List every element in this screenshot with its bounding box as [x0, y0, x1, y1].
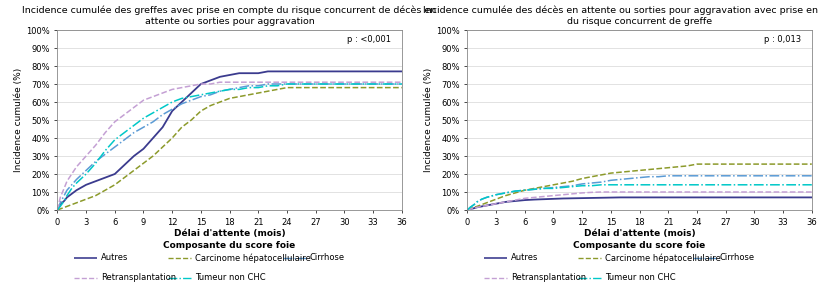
X-axis label: Délai d'attente (mois): Délai d'attente (mois) — [583, 230, 695, 238]
Text: p : <0,001: p : <0,001 — [347, 35, 391, 44]
X-axis label: Délai d'attente (mois): Délai d'attente (mois) — [174, 230, 285, 238]
Text: Carcinome hépatocellulaire: Carcinome hépatocellulaire — [604, 253, 720, 263]
Title: Incidence cumulée des greffes avec prise en compte du risque concurrent de décès: Incidence cumulée des greffes avec prise… — [22, 5, 437, 26]
Text: Tumeur non CHC: Tumeur non CHC — [195, 273, 265, 282]
Text: Carcinome hépatocellulaire: Carcinome hépatocellulaire — [195, 253, 310, 263]
Text: Retransplantation: Retransplantation — [101, 273, 176, 282]
Text: Autres: Autres — [101, 254, 128, 262]
Text: Composante du score foie: Composante du score foie — [163, 242, 296, 250]
Text: p : 0,013: p : 0,013 — [763, 35, 800, 44]
Text: Composante du score foie: Composante du score foie — [572, 242, 705, 250]
Y-axis label: Incidence cumulée (%): Incidence cumulée (%) — [14, 68, 23, 172]
Text: Tumeur non CHC: Tumeur non CHC — [604, 273, 675, 282]
Text: Cirrhose: Cirrhose — [310, 254, 345, 262]
Text: Retransplantation: Retransplantation — [510, 273, 586, 282]
Text: Autres: Autres — [510, 254, 537, 262]
Y-axis label: Incidence cumulée (%): Incidence cumulée (%) — [423, 68, 432, 172]
Title: Incidence cumulée des décès en attente ou sorties pour aggravation avec prise en: Incidence cumulée des décès en attente o… — [422, 5, 819, 26]
Text: Cirrhose: Cirrhose — [719, 254, 754, 262]
